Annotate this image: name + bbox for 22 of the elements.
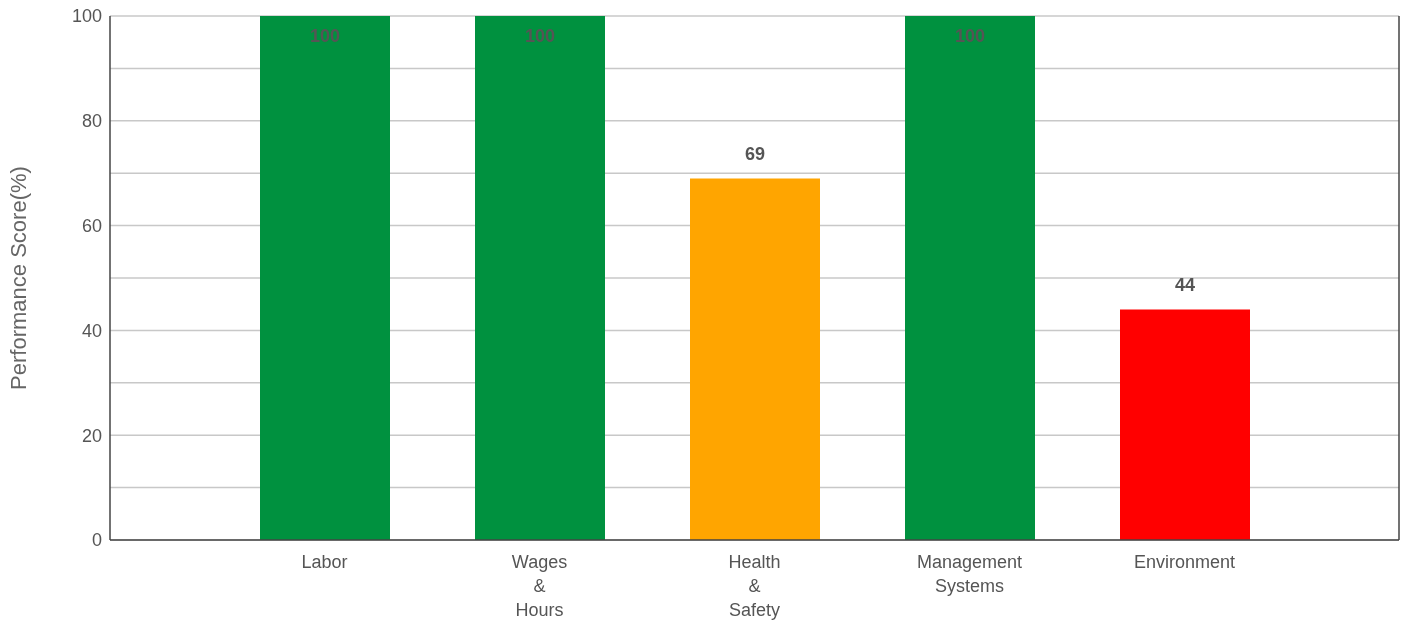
y-tick-label: 100 [71, 6, 102, 27]
data-label: 44 [1174, 275, 1196, 296]
y-tick-label: 60 [81, 215, 102, 236]
data-label: 100 [524, 26, 556, 46]
y-tick-label: 20 [81, 425, 102, 446]
bar [260, 16, 390, 540]
data-label: 100 [954, 26, 986, 46]
data-label: 100 [309, 26, 341, 46]
bar [905, 16, 1035, 540]
x-tick-label: Health & Safety [728, 552, 781, 620]
x-tick-label: Wages & Hours [511, 552, 568, 620]
bar [475, 16, 605, 540]
y-tick-label: 40 [81, 320, 102, 341]
y-tick-label: 0 [91, 530, 102, 551]
y-tick-label: 80 [81, 111, 102, 132]
y-axis-title: Performance Score(%) [5, 166, 31, 390]
data-label: 69 [744, 144, 766, 165]
bar [1120, 309, 1250, 540]
x-tick-label: Environment [1133, 552, 1236, 572]
bar [690, 178, 820, 540]
x-tick-label: Labor [301, 552, 348, 572]
x-tick-label: Management Systems [916, 552, 1023, 596]
